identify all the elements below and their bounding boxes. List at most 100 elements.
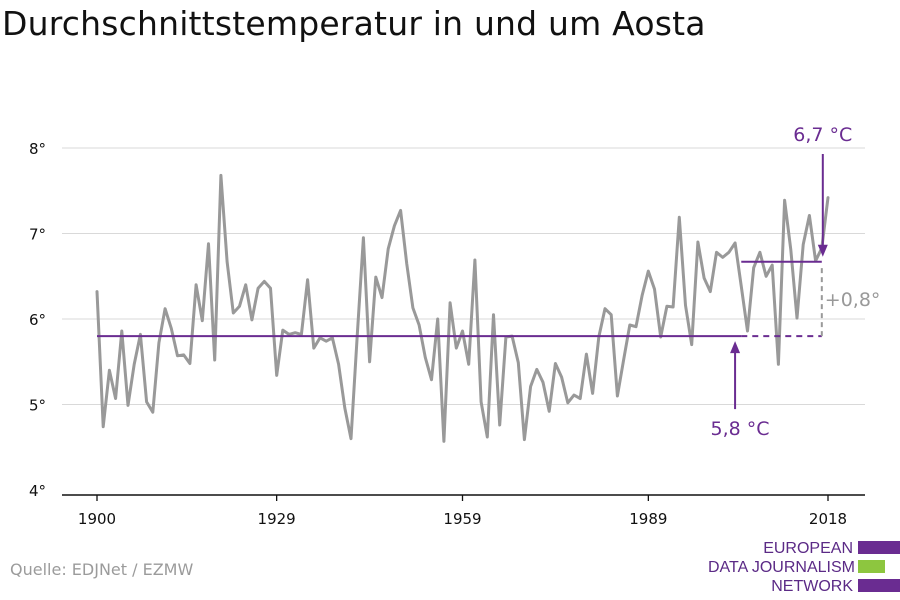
logo-bar-top (858, 541, 900, 554)
data-point (827, 196, 829, 198)
data-point (201, 320, 203, 322)
data-point (554, 362, 556, 364)
series-layer (95, 173, 830, 443)
logo-bar-middle (858, 560, 885, 573)
data-point (207, 243, 209, 245)
y-tick-label: 4° (29, 482, 46, 500)
data-point (232, 312, 234, 314)
data-point (313, 347, 315, 349)
data-point (765, 275, 767, 277)
data-point (635, 325, 637, 327)
data-point (102, 426, 104, 428)
data-point (480, 401, 482, 403)
data-point (771, 264, 773, 266)
data-point (350, 438, 352, 440)
data-point (325, 340, 327, 342)
data-point (709, 290, 711, 292)
x-tick-label: 1959 (443, 510, 481, 528)
data-point (653, 288, 655, 290)
data-point (238, 305, 240, 307)
data-point (796, 317, 798, 319)
data-point (666, 305, 668, 307)
temperature-line (95, 173, 830, 443)
data-point (176, 355, 178, 357)
data-point (282, 329, 284, 331)
data-point (275, 374, 277, 376)
logo-bar-bottom (858, 579, 900, 592)
data-point (647, 270, 649, 272)
baseline-label: 5,8 °C (711, 418, 770, 440)
data-point (263, 280, 265, 282)
data-point (387, 248, 389, 250)
data-point (672, 306, 674, 308)
data-point (306, 278, 308, 280)
data-point (517, 361, 519, 363)
data-point (121, 330, 123, 332)
data-point (740, 285, 742, 287)
logo-line-1: EUROPEAN (763, 540, 853, 557)
logo-wordmark: EUROPEAN DATA JOURNALISM NETWORK (708, 539, 855, 596)
data-point (734, 242, 736, 244)
data-point (375, 276, 377, 278)
data-point (133, 363, 135, 365)
data-point (437, 318, 439, 320)
data-point (164, 308, 166, 310)
data-point (641, 294, 643, 296)
y-tick-label: 6° (29, 311, 46, 329)
gridlines (62, 147, 865, 405)
data-point (486, 436, 488, 438)
data-point (684, 304, 686, 306)
data-point (579, 397, 581, 399)
data-point (145, 401, 147, 403)
data-point (759, 251, 761, 253)
data-point (96, 290, 98, 292)
edjnet-logo: EUROPEAN DATA JOURNALISM NETWORK (708, 539, 900, 595)
recent-arrow-head (817, 244, 828, 257)
data-point (746, 330, 748, 332)
data-point (381, 296, 383, 298)
data-point (604, 308, 606, 310)
data-point (616, 395, 618, 397)
x-axis: 1900 1929 1959 1989 2018 (62, 494, 865, 528)
data-point (567, 402, 569, 404)
data-point (269, 287, 271, 289)
y-tick-label: 8° (29, 140, 46, 158)
data-point (257, 287, 259, 289)
x-tick-label: 1989 (629, 510, 667, 528)
data-point (777, 363, 779, 365)
recent-label: 6,7 °C (793, 124, 852, 146)
data-point (393, 225, 395, 227)
data-point (449, 302, 451, 304)
data-point (337, 363, 339, 365)
y-axis: 4° 5° 6° 7° 8° (29, 140, 46, 500)
data-point (548, 410, 550, 412)
data-point (461, 330, 463, 332)
data-point (498, 424, 500, 426)
data-point (573, 394, 575, 396)
data-point (802, 243, 804, 245)
logo-line-2: DATA JOURNALISM (708, 559, 855, 576)
data-point (344, 407, 346, 409)
data-point (127, 404, 129, 406)
data-point (418, 324, 420, 326)
chart-title: Durchschnittstemperatur in und um Aosta (2, 4, 706, 43)
data-point (703, 277, 705, 279)
data-point (721, 256, 723, 258)
data-point (443, 440, 445, 442)
data-point (226, 261, 228, 263)
x-tick-label: 1929 (258, 510, 296, 528)
data-point (715, 251, 717, 253)
data-point (294, 331, 296, 333)
data-point (430, 379, 432, 381)
data-point (728, 251, 730, 253)
data-point (114, 397, 116, 399)
data-point (152, 411, 154, 413)
y-tick-label: 7° (29, 226, 46, 244)
data-point (542, 381, 544, 383)
data-point (536, 368, 538, 370)
x-tick-label: 1900 (78, 510, 116, 528)
difference-label: +0,8° (825, 289, 881, 311)
data-point (529, 385, 531, 387)
data-point (467, 363, 469, 365)
